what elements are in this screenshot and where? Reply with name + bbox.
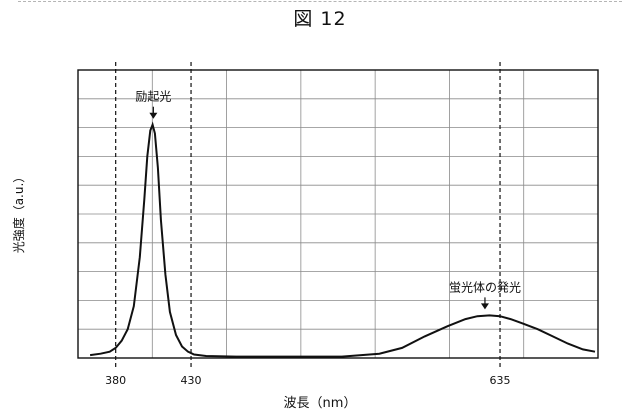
series-line [89, 121, 596, 358]
annotation-arrow-head [480, 303, 489, 310]
top-rule [18, 1, 622, 2]
annotation-arrow-head [149, 112, 158, 119]
x-tick-label: 380 [105, 374, 126, 387]
annotation-label-1: 蛍光体の発光 [449, 280, 521, 294]
grid-layer [78, 70, 598, 358]
figure-title: 図 12 [293, 8, 347, 30]
plot-frame [77, 69, 599, 359]
x-tick-label: 635 [490, 374, 511, 387]
x-tick-labels: 380 430 635 [105, 374, 510, 387]
annotation-label-0: 励起光 [135, 90, 171, 104]
y-axis-label: 光強度（a.u.） [12, 170, 26, 254]
x-axis-label: 波長（nm） [283, 396, 357, 411]
x-tick-label: 430 [181, 374, 202, 387]
